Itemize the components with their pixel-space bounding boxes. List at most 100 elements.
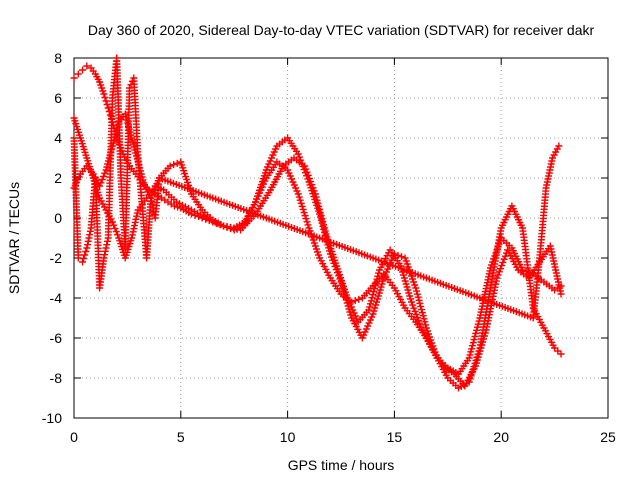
data-point [170,202,178,210]
data-point-fill [309,184,317,192]
data-point [100,254,108,262]
data-point [493,274,501,282]
data-point-fill [419,312,427,320]
chart-title: Day 360 of 2020, Sidereal Day-to-day VTE… [88,22,595,38]
data-point-fill [398,253,406,261]
data-point [555,142,563,150]
data-point-fill [474,320,482,328]
data-point-fill [469,339,477,347]
data-point-fill [374,272,382,280]
data-point-fill [355,295,363,303]
data-point-fill [422,321,430,329]
data-point-fill [468,342,476,350]
data-point-fill [298,202,306,210]
data-point-fill [417,302,425,310]
data-point-fill [320,224,328,232]
y-tick-label: -6 [50,330,63,346]
data-point-fill [296,196,304,204]
data-point-fill [314,199,322,207]
data-point-fill [301,212,309,220]
data-point-fill [131,218,139,226]
data-point [407,298,415,306]
data-point-fill [304,221,312,229]
data-point-fill [133,209,141,217]
data-point-fill [308,181,316,189]
data-point [126,84,134,92]
data-point-fill [315,205,323,213]
data-point-fill [417,323,425,331]
data-point-fill [317,212,325,220]
data-point-fill [418,306,426,314]
y-tick-label: 4 [54,130,62,146]
data-point-fill [302,215,310,223]
x-tick-label: 15 [387,429,403,445]
data-point-fill [173,159,181,167]
data-point-fill [372,278,380,286]
data-point-fill [114,231,122,239]
data-point-fill [321,227,329,235]
x-tick-label: 20 [493,429,509,445]
data-point-fill [418,309,426,317]
data-point-fill [302,165,310,173]
data-point-fill [369,291,377,299]
y-axis-label: SDTVAR / TECUs [6,182,22,294]
data-point-fill [472,329,480,337]
data-point [128,234,136,242]
x-axis-label: GPS time / hours [288,457,395,473]
data-point-fill [148,197,156,205]
data-point [166,162,174,170]
data-point-fill [102,244,110,252]
data-point-fill [375,269,383,277]
data-point [294,190,302,198]
data-point-fill [410,304,418,312]
data-point-fill [295,193,303,201]
data-point-fill [297,199,305,207]
data-point [100,90,108,98]
data-point-fill [132,215,140,223]
data-point-fill [468,345,476,353]
data-point-fill [316,208,324,216]
data-point-fill [409,301,417,309]
data-point [220,222,228,230]
data-point-fill [319,218,327,226]
data-point-fill [499,258,507,266]
series-track-d [70,54,563,322]
x-tick-label: 25 [600,429,616,445]
data-point-fill [101,94,109,101]
data-point-fill [473,323,481,331]
data-point [412,284,420,292]
data-point-fill [415,296,423,304]
data-point-fill [101,247,109,255]
data-point [557,290,565,298]
data-point-fill [467,348,475,356]
data-point-fill [97,179,105,187]
data-point-fill [416,320,424,328]
data-point-fill [304,171,312,179]
y-tick-label: -4 [50,290,63,306]
data-point-fill [310,187,318,195]
y-tick-label: 6 [54,90,62,106]
data-point-fill [416,299,424,307]
data-point-fill [473,326,481,334]
y-tick-label: -2 [50,250,63,266]
data-point-fill [148,201,156,209]
data-point [294,150,302,158]
data-point-fill [84,241,92,249]
data-point-fill [300,209,308,217]
data-point-fill [102,97,110,105]
data-point-fill [373,275,381,283]
data-point [465,354,473,362]
data-point-fill [103,241,111,249]
data-point [108,218,116,226]
data-point [147,194,155,202]
data-point [365,306,373,314]
data-point-fill [320,221,328,229]
data-point-fill [466,351,474,359]
data-point-fill [101,169,109,177]
data-point-fill [305,174,313,182]
data-point-fill [303,218,311,226]
data-point-fill [129,228,137,236]
data-point-fill [415,317,423,325]
data-point-fill [413,290,421,298]
